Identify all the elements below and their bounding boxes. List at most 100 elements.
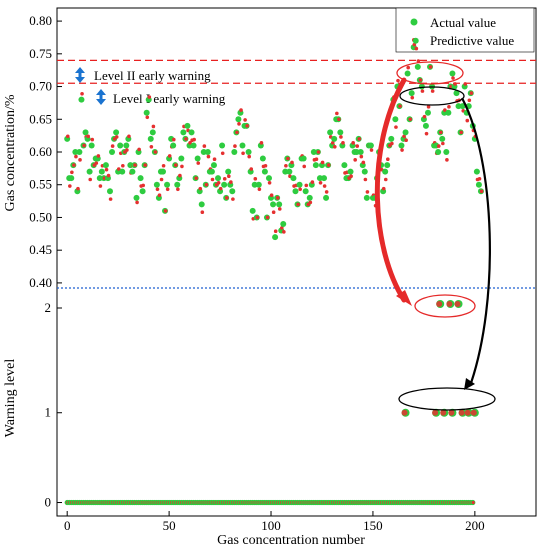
actual-value-point <box>327 129 334 136</box>
actual-value-point <box>245 149 252 155</box>
actual-value-point <box>78 96 85 103</box>
predictive-value-point <box>184 137 188 141</box>
predictive-value-point <box>335 111 339 116</box>
actual-value-point <box>286 168 293 175</box>
predictive-value-point <box>322 184 327 188</box>
predictive-value-point <box>398 104 402 108</box>
predictive-value-point <box>298 187 302 192</box>
upper-y-tick-label: 0.60 <box>29 144 52 159</box>
predictive-value-point <box>326 163 331 167</box>
actual-value-point <box>306 194 313 201</box>
predictive-value-point <box>259 141 264 145</box>
actual-value-point <box>300 155 307 162</box>
predictive-value-point <box>157 193 162 197</box>
predictive-value-point <box>428 65 433 69</box>
arrow-stem-icon <box>99 94 103 100</box>
predictive-value-point <box>155 187 160 192</box>
predictive-value-point <box>253 177 258 181</box>
predictive-value-point <box>247 154 251 159</box>
predictive-value-point <box>390 141 394 146</box>
upper-y-tick-label: 0.55 <box>29 177 52 192</box>
predictive-value-point <box>422 114 427 119</box>
predictive-value-point <box>469 91 474 95</box>
actual-value-point <box>208 168 215 175</box>
predictive-value-point <box>255 215 260 220</box>
actual-value-point <box>231 149 238 155</box>
actual-value-point <box>323 194 330 201</box>
actual-value-point <box>280 221 287 227</box>
predictive-value-point <box>76 186 80 191</box>
predictive-value-point <box>104 167 109 172</box>
predictive-value-point <box>127 134 131 139</box>
actual-value-point <box>392 116 399 123</box>
predictive-value-point <box>406 65 410 70</box>
actual-value-point <box>198 201 205 208</box>
actual-value-point <box>174 181 181 188</box>
level-2-warning-icon <box>75 67 85 83</box>
actual-value-point <box>259 155 266 162</box>
predictive-value-point <box>447 105 451 109</box>
actual-value-point <box>270 201 277 208</box>
predictive-value-point <box>396 78 400 83</box>
predictive-value-point <box>151 124 156 129</box>
predictive-value-point <box>477 177 482 181</box>
predictive-value-point <box>404 138 408 143</box>
predictive-value-point <box>176 187 180 192</box>
actual-value-point <box>194 155 201 162</box>
overlay-layer <box>374 61 496 411</box>
actual-value-point <box>119 168 126 175</box>
predictive-value-point <box>318 180 323 185</box>
predictive-value-point <box>383 177 388 182</box>
level-1-predictive-point <box>432 409 439 416</box>
predictive-value-point <box>202 144 207 148</box>
actual-value-point <box>102 162 109 169</box>
predictive-value-point <box>459 130 463 135</box>
predictive-value-point <box>216 180 221 185</box>
predictive-value-point <box>86 134 90 139</box>
predictive-value-point <box>159 177 164 182</box>
actual-value-point <box>255 181 262 188</box>
actual-value-point <box>302 188 309 195</box>
predictive-value-point <box>133 163 137 167</box>
actual-value-point <box>123 142 130 149</box>
predictive-value-point <box>353 158 357 162</box>
actual-value-point <box>178 155 185 162</box>
predictive-value-point <box>463 82 468 86</box>
predictive-value-point <box>163 209 168 213</box>
predictive-value-point <box>220 151 225 156</box>
points-layer <box>64 37 484 506</box>
actual-value-point <box>170 142 177 149</box>
predictive-value-point <box>241 151 245 156</box>
upper-y-tick-label: 0.40 <box>29 275 52 290</box>
predictive-value-point <box>445 158 449 162</box>
predictive-value-point <box>263 163 268 168</box>
predictive-value-point <box>198 186 203 191</box>
actual-value-point <box>347 168 354 175</box>
predictive-value-point <box>135 200 139 205</box>
level-2-target-ellipse <box>414 294 476 318</box>
upper-y-tick-label: 0.65 <box>29 111 52 126</box>
predictive-value-point <box>180 164 184 169</box>
predictive-value-point <box>227 174 231 179</box>
predictive-value-point <box>302 164 307 169</box>
lower-y-tick-label: 0 <box>45 495 52 510</box>
actual-value-point <box>113 129 120 136</box>
predictive-value-point <box>394 125 398 129</box>
lower-y-axis-label: Warning level <box>3 359 18 438</box>
level-2-predictive-point <box>454 301 461 307</box>
level-1-predictive-point <box>440 409 447 416</box>
level-1-predictive-point <box>464 409 471 416</box>
predictive-value-point <box>286 156 290 161</box>
x-tick-label: 200 <box>465 518 485 533</box>
actual-value-point <box>357 149 364 155</box>
arrow-up-icon <box>96 89 106 95</box>
actual-value-point <box>367 142 374 149</box>
actual-value-point <box>443 149 450 155</box>
predictive-value-point <box>330 141 335 145</box>
predictive-value-point <box>90 137 95 142</box>
actual-value-point <box>388 135 395 142</box>
predictive-value-point <box>229 180 233 184</box>
predictive-value-point <box>355 144 360 148</box>
threshold-labels: Level II early warning Level I early war… <box>94 68 226 106</box>
predictive-value-point <box>210 177 215 182</box>
